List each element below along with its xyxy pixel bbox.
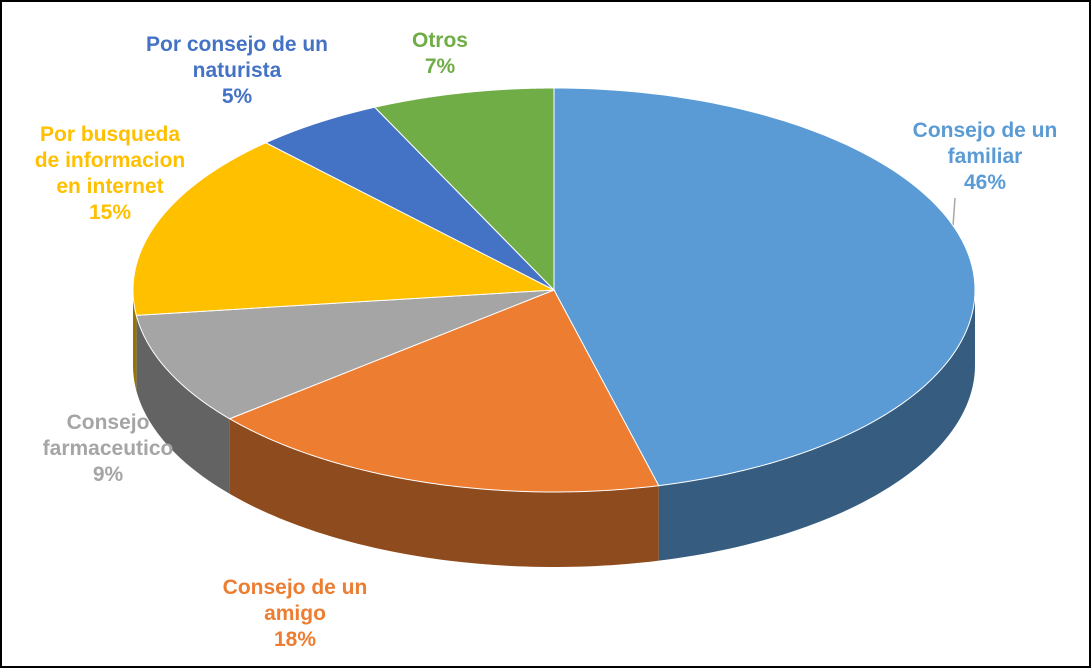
slice-side-shade	[136, 315, 230, 494]
slice-side-shade	[658, 290, 975, 561]
value-label: 18%	[273, 628, 317, 651]
slice	[132, 142, 556, 316]
category-name: Por busqueda de informacion en internet	[34, 123, 186, 198]
data-label: Consejo farmaceutico 9%	[28, 410, 188, 488]
category-name: Por consejo de un naturista	[145, 33, 329, 82]
category-name: Consejo de un amigo	[222, 576, 368, 625]
slice-side	[658, 290, 975, 561]
data-label: Otros 7%	[380, 28, 500, 80]
data-label: Consejo de un familiar 46%	[890, 118, 1080, 196]
leader-line	[952, 197, 956, 227]
category-name: Consejo de un familiar	[912, 119, 1058, 168]
data-label: Por consejo de un naturista 5%	[130, 32, 345, 110]
slice	[264, 106, 555, 291]
value-label: 46%	[963, 171, 1007, 194]
slice-side-shade	[133, 290, 137, 391]
data-label: Por busqueda de informacion en internet 1…	[28, 122, 193, 226]
category-name: Otros	[411, 29, 468, 52]
data-label: Consejo de un amigo 18%	[200, 575, 390, 653]
slice-side-shade	[229, 418, 659, 567]
category-name: Consejo farmaceutico	[42, 411, 174, 460]
slice-side	[229, 418, 659, 567]
value-label: 9%	[92, 463, 124, 486]
value-label: 15%	[88, 201, 132, 224]
slice	[553, 87, 976, 487]
value-label: 7%	[424, 55, 456, 78]
slice	[228, 289, 660, 493]
slice	[373, 87, 555, 292]
value-label: 5%	[221, 85, 253, 108]
slice-side	[136, 315, 230, 494]
slice	[135, 289, 555, 420]
slice-side	[133, 290, 137, 391]
